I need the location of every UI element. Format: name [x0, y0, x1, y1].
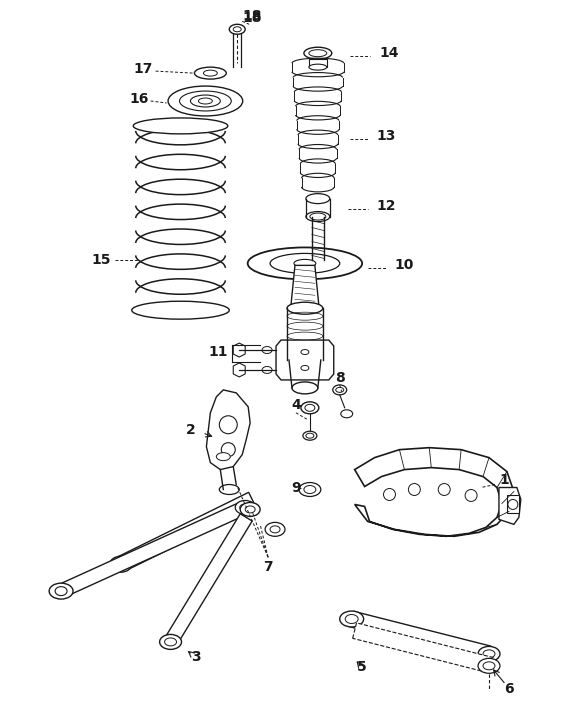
- Polygon shape: [350, 612, 491, 661]
- Ellipse shape: [133, 118, 228, 134]
- Ellipse shape: [309, 64, 327, 70]
- Ellipse shape: [309, 50, 327, 56]
- Text: 14: 14: [380, 46, 399, 60]
- Ellipse shape: [294, 259, 316, 267]
- Ellipse shape: [262, 347, 272, 354]
- Text: 1: 1: [499, 472, 509, 487]
- Ellipse shape: [217, 453, 230, 461]
- Text: 8: 8: [335, 371, 345, 385]
- Text: 15: 15: [91, 253, 111, 267]
- Ellipse shape: [132, 301, 229, 319]
- Ellipse shape: [292, 382, 318, 394]
- Ellipse shape: [168, 86, 243, 116]
- Ellipse shape: [336, 388, 344, 392]
- Ellipse shape: [304, 485, 316, 494]
- Ellipse shape: [203, 70, 217, 76]
- Ellipse shape: [49, 583, 73, 599]
- Circle shape: [384, 489, 396, 500]
- Ellipse shape: [190, 95, 221, 107]
- Text: 7: 7: [263, 560, 273, 574]
- Polygon shape: [355, 448, 514, 536]
- Ellipse shape: [115, 560, 127, 569]
- Circle shape: [221, 443, 235, 456]
- Bar: [507, 495, 519, 513]
- Polygon shape: [233, 343, 245, 357]
- Ellipse shape: [333, 385, 347, 395]
- Ellipse shape: [306, 212, 330, 222]
- Circle shape: [408, 484, 420, 495]
- Ellipse shape: [305, 404, 315, 412]
- Bar: [309, 59, 327, 67]
- Ellipse shape: [194, 67, 226, 79]
- Polygon shape: [499, 487, 521, 524]
- Text: 13: 13: [377, 129, 396, 143]
- Ellipse shape: [262, 367, 272, 373]
- Text: 18: 18: [242, 9, 262, 23]
- Ellipse shape: [265, 523, 285, 536]
- Ellipse shape: [160, 635, 181, 649]
- Text: 4: 4: [291, 398, 301, 412]
- Ellipse shape: [341, 410, 353, 418]
- Text: 2: 2: [186, 423, 196, 437]
- Ellipse shape: [299, 482, 321, 497]
- Ellipse shape: [240, 504, 251, 511]
- Ellipse shape: [110, 556, 132, 572]
- Polygon shape: [165, 514, 252, 645]
- Ellipse shape: [219, 484, 239, 495]
- Polygon shape: [276, 340, 334, 380]
- Text: 11: 11: [209, 345, 228, 359]
- Circle shape: [219, 416, 237, 434]
- Text: 6: 6: [504, 682, 514, 696]
- Circle shape: [438, 484, 450, 495]
- Text: 5: 5: [357, 660, 367, 674]
- Ellipse shape: [301, 365, 309, 370]
- Ellipse shape: [270, 253, 340, 274]
- Ellipse shape: [301, 402, 319, 414]
- Ellipse shape: [235, 500, 255, 514]
- Ellipse shape: [165, 638, 177, 646]
- Ellipse shape: [478, 658, 500, 674]
- Ellipse shape: [180, 91, 231, 111]
- Ellipse shape: [198, 98, 213, 104]
- Text: 12: 12: [377, 199, 396, 212]
- Text: 10: 10: [395, 258, 414, 272]
- Ellipse shape: [304, 47, 332, 59]
- Ellipse shape: [287, 303, 323, 314]
- Ellipse shape: [306, 193, 330, 204]
- Polygon shape: [206, 390, 250, 469]
- Ellipse shape: [478, 646, 500, 661]
- Ellipse shape: [55, 587, 67, 596]
- Ellipse shape: [301, 349, 309, 355]
- Polygon shape: [233, 363, 245, 377]
- Ellipse shape: [270, 526, 280, 533]
- Circle shape: [465, 490, 477, 502]
- Ellipse shape: [306, 433, 314, 438]
- Polygon shape: [117, 492, 256, 571]
- Ellipse shape: [245, 506, 255, 513]
- Circle shape: [508, 500, 518, 510]
- Ellipse shape: [287, 354, 323, 366]
- Text: 16: 16: [129, 92, 148, 106]
- Ellipse shape: [233, 27, 241, 32]
- Polygon shape: [353, 623, 494, 673]
- Ellipse shape: [229, 25, 245, 34]
- Ellipse shape: [345, 614, 358, 624]
- Ellipse shape: [240, 503, 260, 516]
- Ellipse shape: [340, 611, 364, 627]
- Text: 17: 17: [133, 62, 152, 76]
- Text: 9: 9: [291, 481, 301, 495]
- Ellipse shape: [303, 431, 317, 440]
- Polygon shape: [291, 266, 319, 305]
- Ellipse shape: [310, 213, 326, 220]
- Ellipse shape: [483, 650, 495, 658]
- Text: 3: 3: [190, 650, 200, 664]
- Text: 18: 18: [242, 12, 262, 25]
- Ellipse shape: [483, 662, 495, 670]
- Polygon shape: [58, 501, 248, 598]
- Ellipse shape: [248, 248, 362, 279]
